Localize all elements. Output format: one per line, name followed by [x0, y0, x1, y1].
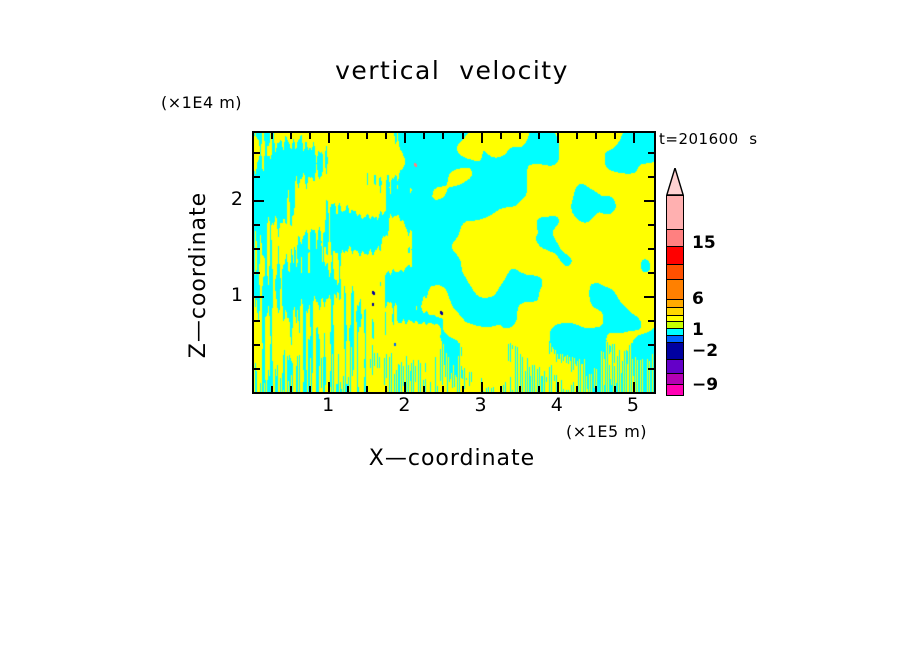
y-minor-tick	[648, 176, 654, 179]
x-major-tick	[556, 133, 559, 143]
x-major-tick	[328, 133, 331, 143]
colorbar-label: 1	[692, 320, 704, 340]
x-minor-tick	[594, 386, 597, 392]
y-minor-tick	[254, 176, 260, 179]
colorbar-bands	[666, 195, 684, 396]
colorbar-band	[667, 299, 683, 308]
y-minor-tick	[648, 272, 654, 275]
colorbar-arrow-icon	[666, 168, 684, 196]
x-minor-tick	[575, 133, 578, 139]
y-minor-tick	[648, 248, 654, 251]
colorbar	[666, 168, 684, 396]
y-minor-tick	[254, 248, 260, 251]
colorbar-band	[667, 373, 683, 385]
colorbar-band	[667, 279, 683, 300]
colorbar-band	[667, 315, 683, 323]
colorbar-band	[667, 229, 683, 248]
x-tick-label: 1	[322, 394, 335, 416]
y-major-tick	[254, 200, 264, 203]
y-major-tick	[254, 296, 264, 299]
x-tick-label: 4	[550, 394, 563, 416]
colorbar-band	[667, 336, 683, 343]
colorbar-band	[667, 247, 683, 265]
y-major-tick	[644, 296, 654, 299]
x-minor-tick	[271, 133, 274, 139]
colorbar-band	[667, 360, 683, 374]
x-minor-tick	[442, 386, 445, 392]
x-major-tick	[480, 382, 483, 392]
colorbar-band	[667, 196, 683, 230]
colorbar-band	[667, 322, 683, 330]
x-minor-tick	[290, 133, 293, 139]
x-tick-label: 2	[398, 394, 411, 416]
x-minor-tick	[385, 386, 388, 392]
x-minor-tick	[499, 386, 502, 392]
x-major-tick	[328, 382, 331, 392]
y-minor-tick	[254, 224, 260, 227]
x-major-tick	[632, 382, 635, 392]
x-tick-label: 5	[626, 394, 639, 416]
y-major-tick	[644, 200, 654, 203]
x-minor-tick	[366, 133, 369, 139]
colorbar-band	[667, 329, 683, 337]
y-minor-tick	[648, 152, 654, 155]
x-minor-tick	[461, 133, 464, 139]
x-minor-tick	[613, 386, 616, 392]
x-minor-tick	[366, 386, 369, 392]
x-minor-tick	[518, 386, 521, 392]
colorbar-band	[667, 342, 683, 361]
x-minor-tick	[423, 386, 426, 392]
x-major-tick	[404, 133, 407, 143]
timestamp-annotation: t=201600 s	[659, 130, 758, 148]
x-major-tick	[480, 133, 483, 143]
plot-area	[252, 131, 656, 394]
x-minor-tick	[442, 133, 445, 139]
x-minor-tick	[537, 386, 540, 392]
colorbar-band	[667, 384, 683, 395]
page-title: vertical velocity	[335, 56, 569, 85]
contour-field	[254, 133, 654, 392]
y-minor-tick	[254, 152, 260, 155]
colorbar-label: 6	[692, 289, 704, 309]
x-minor-tick	[461, 386, 464, 392]
x-major-tick	[632, 133, 635, 143]
x-minor-tick	[290, 386, 293, 392]
colorbar-label: −9	[692, 375, 719, 395]
y-minor-tick	[254, 368, 260, 371]
x-minor-tick	[575, 386, 578, 392]
colorbar-band	[667, 264, 683, 280]
y-minor-tick	[648, 320, 654, 323]
x-major-tick	[556, 382, 559, 392]
x-tick-label: 3	[474, 394, 487, 416]
colorbar-label: −2	[692, 341, 719, 361]
x-minor-tick	[518, 133, 521, 139]
y-minor-tick	[648, 344, 654, 347]
y-minor-tick	[648, 224, 654, 227]
y-minor-tick	[254, 272, 260, 275]
x-minor-tick	[385, 133, 388, 139]
x-minor-tick	[613, 133, 616, 139]
x-axis-title: X—coordinate	[368, 446, 536, 471]
x-minor-tick	[594, 133, 597, 139]
x-minor-tick	[499, 133, 502, 139]
y-minor-tick	[254, 320, 260, 323]
y-tick-label: 2	[230, 188, 243, 211]
x-minor-tick	[423, 133, 426, 139]
x-minor-tick	[347, 386, 350, 392]
x-minor-tick	[309, 386, 312, 392]
colorbar-label: 15	[692, 233, 716, 253]
y-minor-tick	[648, 368, 654, 371]
x-major-tick	[404, 382, 407, 392]
z-axis-units-label: (×1E4 m)	[161, 93, 243, 112]
x-minor-tick	[309, 133, 312, 139]
y-minor-tick	[254, 344, 260, 347]
y-tick-label: 1	[230, 284, 243, 307]
x-minor-tick	[537, 133, 540, 139]
x-minor-tick	[271, 386, 274, 392]
x-axis-units-label: (×1E5 m)	[566, 422, 648, 441]
x-minor-tick	[347, 133, 350, 139]
colorbar-band	[667, 307, 683, 316]
